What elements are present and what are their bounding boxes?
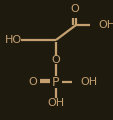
Text: P: P: [52, 75, 59, 89]
Text: O: O: [51, 55, 60, 65]
Text: O: O: [28, 77, 37, 87]
Text: HO: HO: [4, 35, 21, 45]
Text: OH: OH: [97, 20, 113, 30]
Text: OH: OH: [79, 77, 96, 87]
Text: OH: OH: [47, 98, 64, 108]
Text: O: O: [70, 4, 79, 14]
